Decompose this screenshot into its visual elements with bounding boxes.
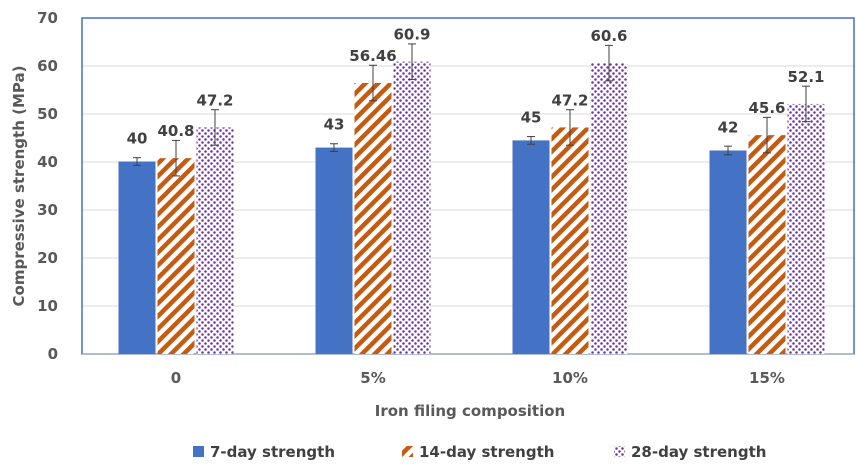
data-label: 52.1 [787,68,824,86]
data-label: 45.6 [748,99,785,117]
x-tick-label: 10% [552,369,588,387]
data-label: 60.6 [590,27,627,45]
bar-14-day-strength [157,158,195,354]
bar-7-day-strength [709,150,747,354]
bar-7-day-strength [118,161,156,354]
axes: 0 10 20 30 40 50 60 70 0 5% 10% 15% [37,9,855,387]
legend-swatch-14-day-strength [402,446,413,457]
legend-label-7-day-strength: 7-day strength [210,443,335,461]
y-tick-label: 60 [37,57,58,75]
legend: 7-day strength 14-day strength 28-day stre… [193,443,766,461]
data-label: 40.8 [157,122,194,140]
x-tick-label: 0 [171,369,181,387]
data-label: 40 [127,130,148,148]
bar-14-day-strength [354,82,392,354]
data-label: 45 [521,108,542,126]
legend-swatch-7-day-strength [193,446,204,457]
x-tick-label: 5% [360,369,385,387]
y-tick-label: 10 [37,297,58,315]
bar-14-day-strength [551,127,589,354]
bar-28-day-strength [787,103,825,354]
legend-label-28-day-strength: 28-day strength [631,443,766,461]
bars [118,61,825,355]
data-label: 60.9 [393,26,430,44]
data-labels: 40 40.847.24356.4660.94547.260.64245.652.… [127,26,825,148]
data-label: 56.46 [349,47,396,65]
bar-7-day-strength [512,140,550,354]
data-label: 42 [718,118,739,136]
y-tick-label: 0 [48,345,58,363]
y-axis-title: Compressive strength (MPa) [10,66,28,307]
data-label: 43 [324,116,345,134]
error-bars [133,43,810,177]
bar-14-day-strength [748,135,786,354]
bar-28-day-strength [590,63,628,355]
y-tick-label: 50 [37,105,58,123]
legend-swatch-28-day-strength [614,446,625,457]
y-tick-label: 20 [37,249,58,267]
y-tick-label: 30 [37,201,58,219]
bar-28-day-strength [196,127,234,354]
y-tick-label: 40 [37,153,58,171]
bar-28-day-strength [393,61,431,355]
y-tick-label: 70 [37,9,58,27]
x-axis-title: Iron filing composition [375,402,565,420]
x-tick-label: 15% [749,369,785,387]
data-label: 47.2 [551,91,588,109]
data-label: 47.2 [196,91,233,109]
bar-7-day-strength [315,147,353,354]
legend-label-14-day-strength: 14-day strength [419,443,554,461]
